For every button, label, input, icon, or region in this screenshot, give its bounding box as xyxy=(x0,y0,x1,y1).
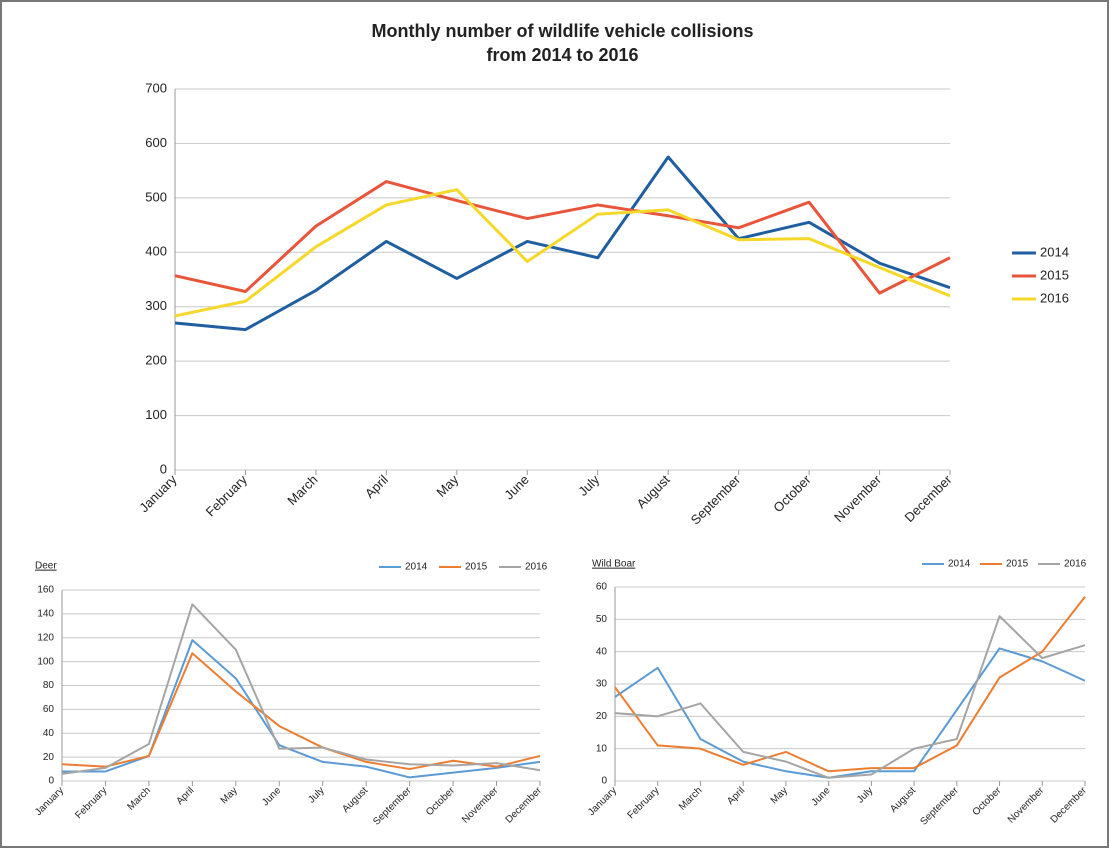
y-tick-label: 300 xyxy=(145,298,167,313)
y-tick-label: 60 xyxy=(43,704,55,715)
legend-label: 2015 xyxy=(1006,559,1029,570)
y-tick-label: 140 xyxy=(37,609,54,620)
y-tick-label: 100 xyxy=(37,656,54,667)
y-tick-label: 40 xyxy=(596,646,608,657)
y-tick-label: 0 xyxy=(601,776,607,787)
series-line xyxy=(174,155,951,332)
y-tick-label: 20 xyxy=(596,711,608,722)
legend-label: 2015 xyxy=(465,562,488,573)
legend-label: 2015 xyxy=(1040,267,1069,282)
y-tick-label: 20 xyxy=(43,752,55,763)
legend-label: 2014 xyxy=(948,559,971,570)
y-tick-label: 30 xyxy=(596,679,608,690)
legend-label: 2016 xyxy=(1040,290,1069,305)
y-tick-label: 80 xyxy=(43,680,55,691)
series-line xyxy=(614,615,1086,779)
y-tick-label: 600 xyxy=(145,135,167,150)
series-line xyxy=(614,647,1086,779)
chart-title: Wild Boar xyxy=(592,559,636,570)
y-tick-label: 0 xyxy=(160,461,167,476)
y-tick-label: 60 xyxy=(596,582,608,593)
legend-label: 2016 xyxy=(1064,559,1087,570)
series-line xyxy=(614,596,1086,773)
legend-label: 2014 xyxy=(405,562,428,573)
series-line xyxy=(174,188,951,318)
y-tick-label: 700 xyxy=(145,80,167,95)
series-line xyxy=(174,180,951,295)
y-tick-label: 500 xyxy=(145,189,167,204)
chart-title: Monthly number of wildlife vehicle colli… xyxy=(371,21,753,41)
y-tick-label: 400 xyxy=(145,244,167,259)
legend-label: 2016 xyxy=(525,562,548,573)
y-tick-label: 120 xyxy=(37,632,54,643)
y-tick-label: 0 xyxy=(48,776,54,787)
y-tick-label: 200 xyxy=(145,353,167,368)
chart-title: Deer xyxy=(35,561,57,572)
y-tick-label: 100 xyxy=(145,407,167,422)
y-tick-label: 160 xyxy=(37,585,54,596)
chart-title: from 2014 to 2016 xyxy=(486,45,638,65)
legend-label: 2014 xyxy=(1040,244,1069,259)
series-line xyxy=(61,603,541,775)
series-line xyxy=(61,652,541,771)
y-tick-label: 50 xyxy=(596,614,608,625)
y-tick-label: 40 xyxy=(43,728,55,739)
y-tick-label: 10 xyxy=(596,743,608,754)
